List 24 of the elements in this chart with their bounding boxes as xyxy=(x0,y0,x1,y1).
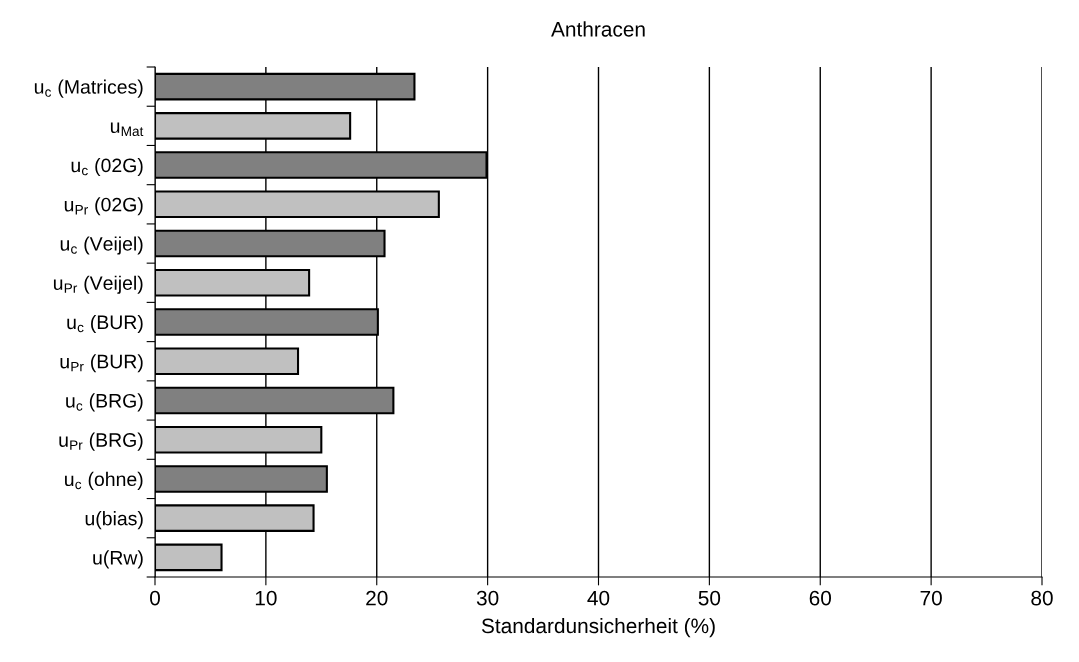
x-tick-label: 70 xyxy=(920,590,942,606)
y-tick-label: u$_{c}$ (Matrices) xyxy=(34,79,143,98)
x-tick-label: 50 xyxy=(698,590,721,606)
x-tick-label: 0 xyxy=(150,590,160,606)
y-tick-label: u$_{c}$ (Veijel) xyxy=(60,236,143,255)
x-tick-label: 60 xyxy=(809,590,832,606)
y-tick-label: u$_{c}$ (BRG) xyxy=(66,393,143,412)
x-tick-label: 10 xyxy=(255,590,277,606)
x-tick-label: 20 xyxy=(366,590,388,606)
y-tick-label: u$_{c}$ (ohne) xyxy=(65,471,143,490)
y-tick-label: u$_{Pr}$ (02G) xyxy=(64,197,143,216)
x-tick-label: 40 xyxy=(587,590,610,606)
x-tick-label: 30 xyxy=(476,590,499,606)
y-tick-label: u(Rw) xyxy=(93,550,143,569)
x-axis-title: Standardunsicherheit (%) xyxy=(481,617,715,638)
y-tick-label: u$_{c}$ (02G) xyxy=(71,157,143,177)
x-tick-label: 80 xyxy=(1031,590,1053,606)
y-tick-label: u(bias) xyxy=(85,511,143,530)
y-tick-label: u$_{c}$ (BUR) xyxy=(67,314,143,334)
chart-title: Anthracen xyxy=(551,21,645,37)
y-tick-label: u$_{Pr}$ (BUR) xyxy=(60,354,143,373)
y-tick-label: u$_{Pr}$ (BRG) xyxy=(59,432,143,451)
y-tick-label: u$_{Mat}$ xyxy=(110,122,144,137)
y-tick-label: u$_{Pr}$ (Veijel) xyxy=(53,275,143,294)
